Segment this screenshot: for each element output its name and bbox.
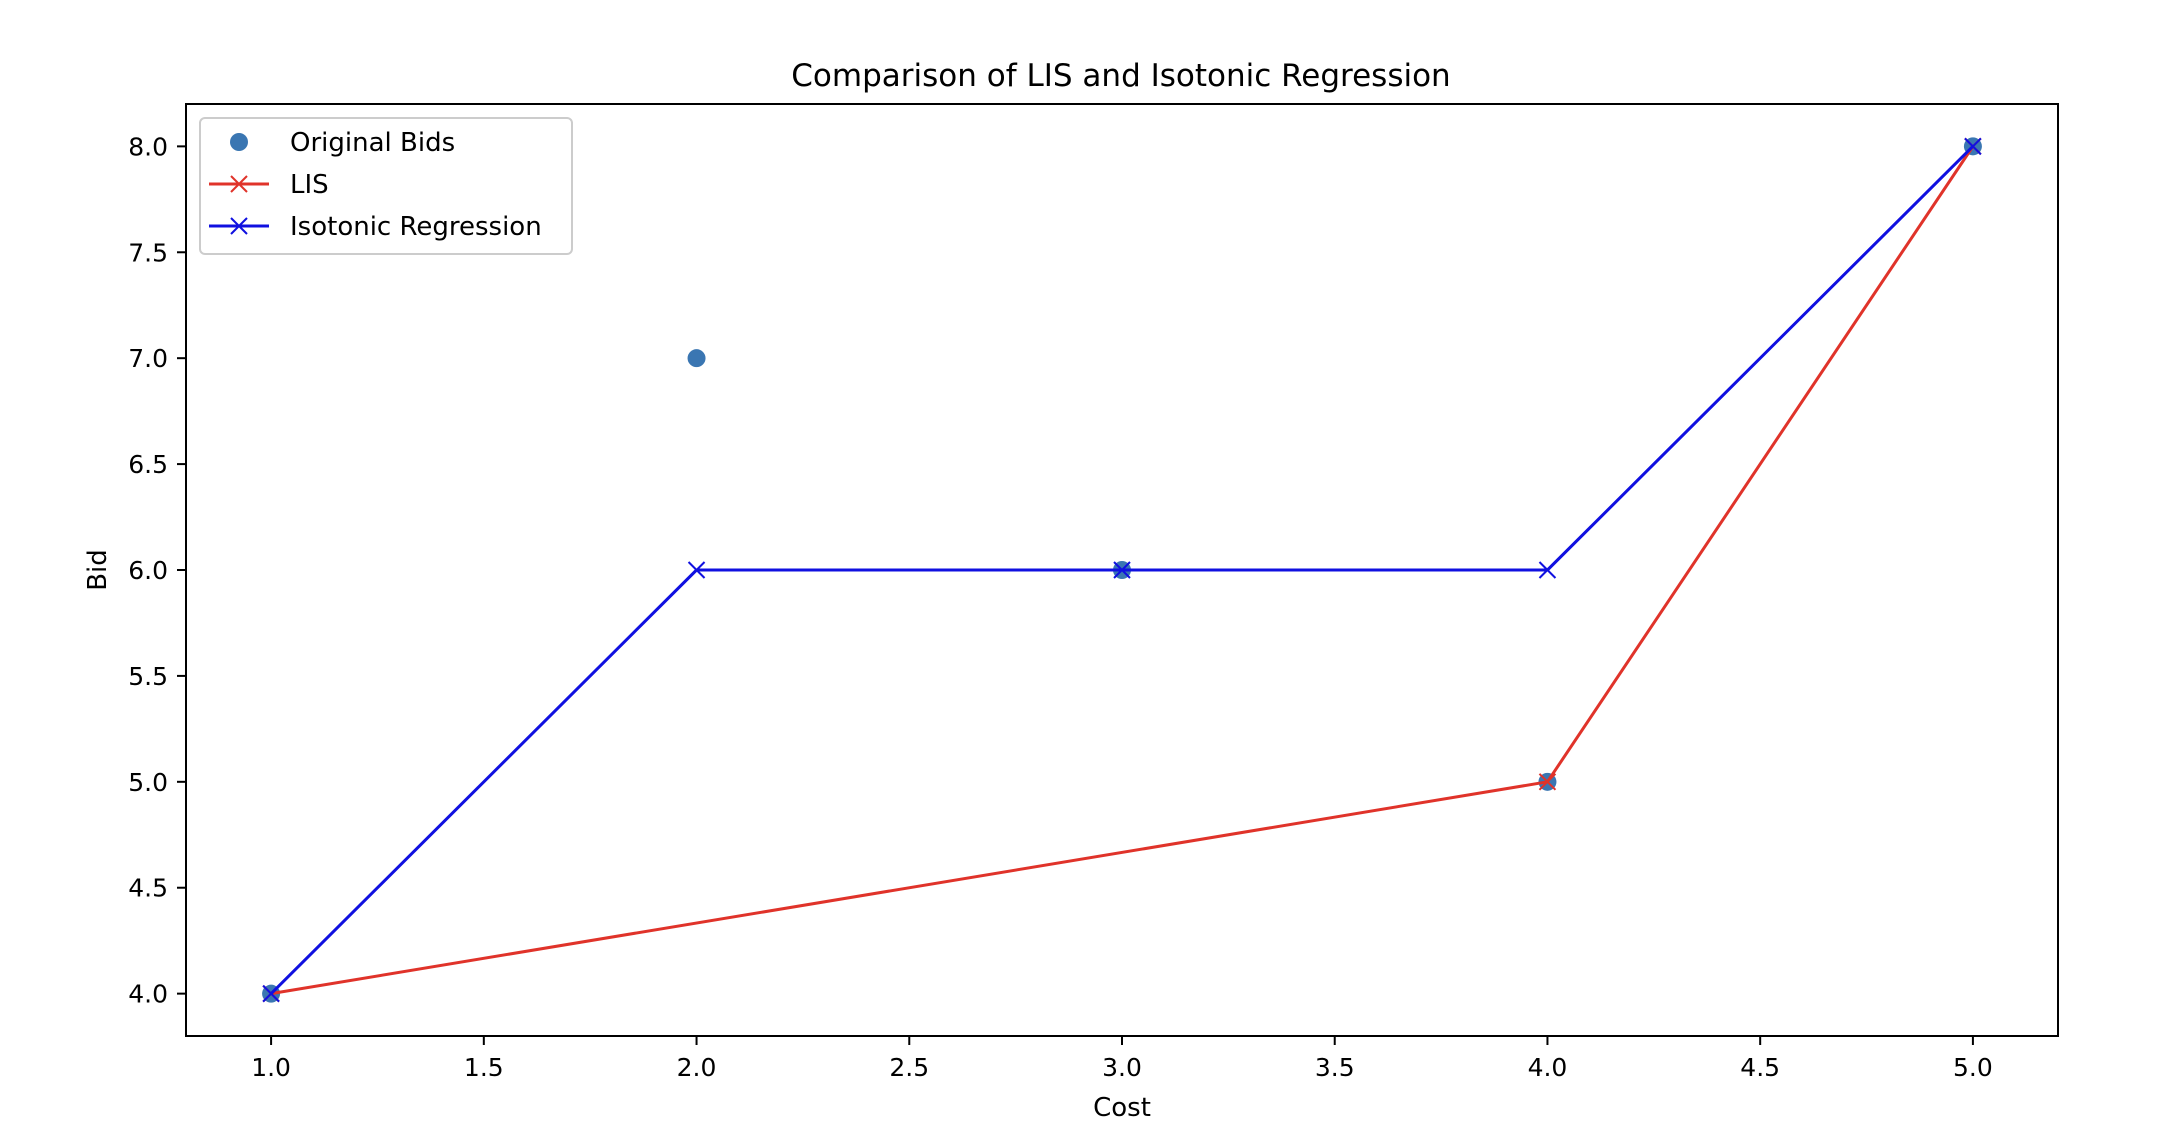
- y-tick-label: 8.0: [128, 132, 168, 161]
- chart-title: Comparison of LIS and Isotonic Regressio…: [791, 58, 1450, 94]
- data-marker-stroke: [1538, 561, 1557, 579]
- data-marker: [1538, 773, 1557, 791]
- data-marker: [262, 984, 280, 1003]
- data-marker: [1538, 561, 1557, 579]
- x-tick-label: 3.5: [1315, 1053, 1355, 1082]
- legend: Original Bids LIS Isotonic Regression: [199, 117, 573, 255]
- data-marker: [687, 561, 706, 579]
- data-point: [687, 349, 706, 368]
- data-marker-stroke: [262, 984, 280, 1003]
- x-tick-label: 4.5: [1740, 1053, 1780, 1082]
- series-isotonic-regression: [262, 137, 1982, 1003]
- y-tick-label: 6.5: [128, 450, 168, 479]
- y-tick-label: 4.0: [128, 980, 168, 1009]
- y-tick-label: 5.0: [128, 768, 168, 797]
- legend-marker: [230, 133, 248, 151]
- legend-label: LIS: [290, 170, 329, 200]
- data-marker: [1113, 561, 1131, 579]
- y-tick-label: 4.5: [128, 874, 168, 903]
- y-tick-label: 7.5: [128, 238, 168, 267]
- legend-marker-stroke: [230, 217, 248, 235]
- x-tick-label: 2.5: [889, 1053, 929, 1082]
- x-axis: 1.0 1.5 2.0 2.5 3.0 3.5 4.0 4.5 5.0: [251, 1036, 1993, 1082]
- data-marker-stroke: [687, 561, 706, 579]
- data-marker-stroke: [1538, 773, 1557, 791]
- x-tick-label: 1.0: [251, 1053, 291, 1082]
- data-marker: [1964, 137, 1982, 156]
- legend-item-original-bids: Original Bids: [230, 128, 455, 158]
- legend-item-isotonic-regression: Isotonic Regression: [209, 212, 542, 242]
- data-marker-stroke: [1964, 137, 1982, 156]
- y-tick-label: 6.0: [128, 556, 168, 585]
- x-tick-label: 3.0: [1102, 1053, 1142, 1082]
- y-tick-label: 5.5: [128, 662, 168, 691]
- y-axis: 4.0 4.5 5.0 5.5 6.0 6.5 7.0 7.5 8.0: [128, 132, 186, 1009]
- legend-item-lis: LIS: [209, 170, 329, 200]
- x-tick-label: 5.0: [1953, 1053, 1993, 1082]
- x-axis-label: Cost: [1093, 1093, 1151, 1122]
- x-tick-label: 4.0: [1528, 1053, 1568, 1082]
- y-axis-label: Bid: [83, 549, 113, 591]
- x-tick-label: 2.0: [677, 1053, 717, 1082]
- data-marker-stroke: [1113, 561, 1131, 579]
- legend-marker: [230, 175, 248, 193]
- plot-area: [262, 137, 1982, 1003]
- y-tick-label: 7.0: [128, 344, 168, 373]
- legend-label: Isotonic Regression: [290, 212, 542, 242]
- legend-marker: [230, 217, 248, 235]
- legend-label: Original Bids: [290, 128, 455, 158]
- legend-marker-stroke: [230, 175, 248, 193]
- legend-box: [199, 117, 573, 255]
- x-tick-label: 1.5: [464, 1053, 504, 1082]
